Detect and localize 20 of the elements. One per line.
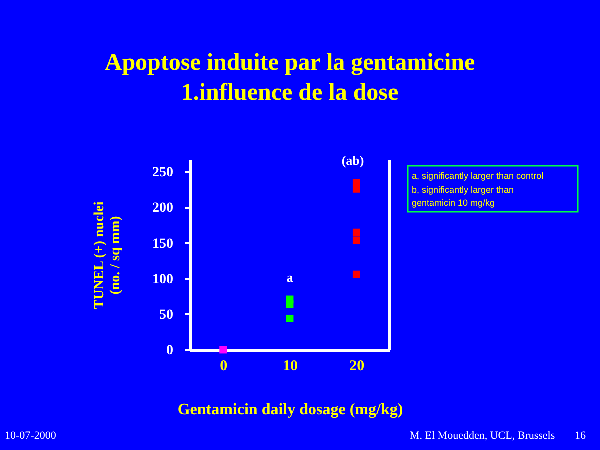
text: 10-07-2000	[5, 430, 57, 442]
x-tick-label: 20	[350, 358, 365, 374]
x-axis-title: Gentamicin daily dosage (mg/kg)	[178, 402, 404, 418]
y-tick-label: 150	[152, 236, 174, 252]
y-tick-label: 100	[152, 272, 174, 288]
y-tick-label: 50	[160, 308, 174, 323]
text: a, significantly larger than control	[412, 171, 544, 181]
text: M. El Mouedden, UCL, Brussels	[410, 430, 556, 442]
chart-subtitle: 1.influence de la dose	[181, 80, 400, 106]
y-tick-label: 200	[152, 201, 174, 216]
chart-title: Apoptose induite par la gentamicine	[104, 50, 476, 76]
x-tick-label: 0	[220, 358, 228, 374]
y-tick-label: 0	[166, 344, 174, 358]
x-tick-label: 10	[283, 358, 298, 374]
y-axis-title: TUNEL (+) nuclei (no. / sq mm)	[92, 202, 124, 310]
annotation: a	[286, 270, 294, 285]
text: 16	[575, 430, 586, 442]
y-tick-label: 250	[152, 166, 174, 181]
annotation: (ab)	[342, 153, 364, 168]
text: b, significantly larger than gentamicin 10 mg/kg	[412, 185, 514, 208]
